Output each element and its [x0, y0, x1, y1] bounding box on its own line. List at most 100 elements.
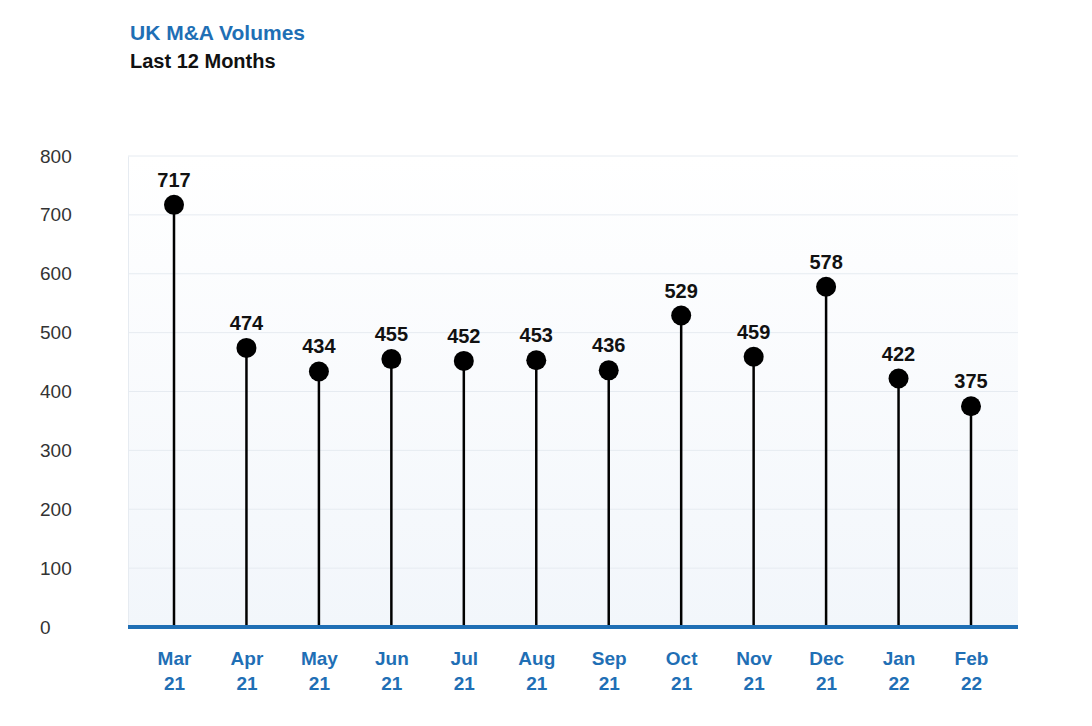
data-label: 459 — [737, 321, 770, 343]
data-label: 453 — [520, 324, 553, 346]
y-tick-label: 800 — [40, 146, 72, 167]
x-tick-label-line: Jul — [451, 648, 478, 669]
stem — [680, 316, 683, 627]
stem — [825, 287, 828, 627]
y-tick-label: 0 — [40, 617, 51, 638]
dot — [309, 361, 329, 381]
x-tick-label-line: Jan — [883, 648, 916, 669]
dot — [816, 277, 836, 297]
grid-line — [128, 273, 1018, 274]
x-tick-label-line: Apr — [231, 648, 264, 669]
x-tick-label-line: Mar — [158, 648, 192, 669]
x-tick-label: Nov 21 — [736, 648, 772, 694]
x-tick: Sep21 — [592, 627, 627, 694]
stem — [535, 360, 538, 627]
y-tick: 800 — [40, 146, 128, 167]
grid-line — [128, 391, 1018, 392]
x-tick-label: May 21 — [301, 648, 338, 694]
y-tick: 600 — [40, 263, 128, 284]
x-tick-label-line: 21 — [526, 673, 548, 694]
x-tick-label: Feb22 — [955, 648, 989, 694]
x-tick-label-line: May — [301, 648, 338, 669]
dot — [164, 195, 184, 215]
x-tick: Oct 21 — [666, 627, 698, 694]
x-tick-label: Sep21 — [592, 648, 627, 694]
data-label: 434 — [302, 335, 336, 357]
x-tick-label: Dec 21 — [809, 648, 844, 694]
dot — [454, 351, 474, 371]
grid-line — [128, 214, 1018, 215]
y-tick: 500 — [40, 322, 128, 343]
data-label: 436 — [592, 334, 625, 356]
stem — [173, 205, 176, 627]
x-tick-label-line: 21 — [309, 673, 331, 694]
x-tick: Apr 21 — [231, 627, 264, 694]
stem — [970, 406, 973, 627]
x-tick-label: Apr 21 — [231, 648, 264, 694]
marks — [164, 195, 981, 627]
data-label: 474 — [230, 312, 264, 334]
x-tick-label-line: 21 — [381, 673, 403, 694]
data-label: 717 — [157, 169, 190, 191]
x-tick: Dec 21 — [809, 627, 844, 694]
x-tick-label-line: 21 — [454, 673, 476, 694]
x-tick-label-line: Jun — [375, 648, 409, 669]
grid-line — [128, 156, 1018, 157]
x-tick-label: Mar 21 — [158, 648, 192, 694]
x-tick-label-line: 21 — [816, 673, 838, 694]
stem — [245, 348, 248, 627]
data-label: 578 — [809, 251, 842, 273]
stem — [318, 371, 321, 627]
x-tick-label-line: 21 — [744, 673, 766, 694]
x-tick-label-line: 22 — [888, 673, 909, 694]
x-tick-label-line: Dec — [809, 648, 844, 669]
x-tick-label-line: 21 — [599, 673, 621, 694]
x-tick-label-line: Nov — [736, 648, 772, 669]
x-tick-label: Jul 21 — [451, 648, 478, 694]
x-tick-label-line: Feb — [955, 648, 989, 669]
y-tick-label: 100 — [40, 558, 72, 579]
x-tick: Jan 22 — [883, 627, 916, 694]
x-tick: Aug 21 — [518, 627, 555, 694]
x-tick-label-line: 21 — [671, 673, 693, 694]
x-tick-label-line: Aug — [518, 648, 555, 669]
plot-background — [128, 156, 1018, 627]
y-tick: 100 — [40, 558, 128, 579]
x-tick-label: Jan 22 — [883, 648, 916, 694]
stem — [897, 379, 900, 627]
grid-line — [128, 509, 1018, 510]
y-tick-label: 600 — [40, 263, 72, 284]
grid-line — [128, 627, 1018, 628]
x-tick-label-line: 21 — [236, 673, 258, 694]
data-label: 375 — [954, 370, 987, 392]
x-tick: Feb22 — [955, 627, 989, 694]
data-labels: 717474434455452453436529459578422375 — [157, 169, 987, 392]
x-tick-label-line: Oct — [666, 648, 698, 669]
x-tick-label: Aug 21 — [518, 648, 555, 694]
y-axis-line — [128, 157, 129, 628]
dot — [961, 396, 981, 416]
dot — [526, 350, 546, 370]
baseline — [128, 625, 1018, 629]
x-axis: Mar21Apr21May21Jun21Jul21Aug21Sep21Oct21… — [158, 627, 989, 694]
x-tick: Jul 21 — [451, 627, 478, 694]
x-tick-label-line: 21 — [164, 673, 186, 694]
data-label: 455 — [375, 323, 408, 345]
dot — [671, 306, 691, 326]
grid-line — [128, 450, 1018, 451]
title: UK M&A Volumes — [130, 21, 305, 44]
grid — [128, 156, 1018, 627]
grid-line — [128, 568, 1018, 569]
y-tick: 0 — [40, 617, 128, 638]
y-tick: 400 — [40, 381, 128, 402]
y-tick-label: 500 — [40, 322, 72, 343]
x-tick: Nov 21 — [736, 627, 772, 694]
x-tick: Jun 21 — [375, 627, 409, 694]
data-label: 422 — [882, 343, 915, 365]
y-tick-label: 700 — [40, 204, 72, 225]
x-tick: May 21 — [301, 627, 338, 694]
y-tick: 300 — [40, 440, 128, 461]
data-label: 529 — [664, 280, 697, 302]
y-tick-label: 400 — [40, 381, 72, 402]
y-tick-label: 200 — [40, 499, 72, 520]
